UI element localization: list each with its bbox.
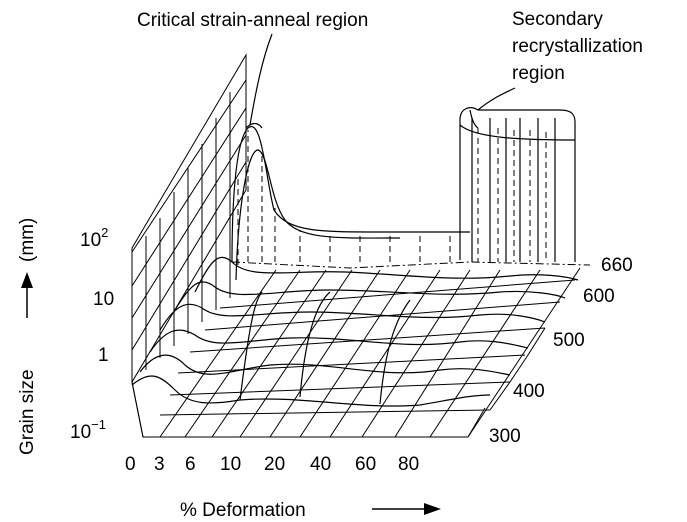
x-tick-labels: 0 3 6 10 20 40 60 80	[125, 454, 419, 475]
back-wall-grid	[131, 53, 247, 383]
y-tick-10e-1-exp: −1	[91, 417, 106, 432]
y-tick-10e-1: 10−1	[70, 417, 106, 443]
y-tick-10e2: 102	[80, 225, 108, 251]
x-axis-arrow	[372, 503, 441, 515]
x-axis-label: % Deformation	[180, 500, 306, 521]
temp-tick-400: 400	[513, 381, 545, 402]
secondary-block	[459, 107, 576, 262]
x-tick-60: 60	[355, 454, 376, 475]
x-tick-10: 10	[220, 454, 241, 475]
floor-grid	[131, 267, 581, 438]
surface-curves	[131, 256, 579, 407]
y-axis-label: Grain size	[17, 369, 38, 455]
y-axis-unit: (mm)	[17, 218, 38, 262]
critical-peak	[231, 122, 470, 281]
critical-leader-line	[249, 33, 273, 126]
x-tick-6: 6	[185, 454, 196, 475]
temperature-tick-labels: 300 400 500 600 660	[489, 255, 633, 447]
y-tick-1: 1	[98, 345, 109, 366]
reference-line-660	[231, 261, 591, 269]
secondary-annotation-line2: recrystallization	[512, 36, 643, 57]
x-tick-3: 3	[154, 454, 165, 475]
temp-tick-300: 300	[489, 426, 521, 447]
secondary-annotation-line3: region	[512, 63, 565, 84]
y-tick-10e-1-base: 10	[70, 422, 91, 443]
x-tick-0: 0	[125, 454, 136, 475]
temp-tick-660: 660	[601, 255, 633, 276]
y-tick-labels: 10−1 1 10 102	[70, 225, 114, 443]
y-tick-10: 10	[93, 289, 114, 310]
y-axis-arrow	[21, 272, 33, 318]
y-tick-10e2-base: 10	[80, 230, 101, 251]
x-tick-40: 40	[310, 454, 331, 475]
temp-tick-600: 600	[583, 286, 615, 307]
x-tick-20: 20	[264, 454, 285, 475]
x-tick-80: 80	[398, 454, 419, 475]
secondary-annotation-line1: Secondary	[512, 9, 603, 30]
critical-annotation: Critical strain-anneal region	[137, 10, 368, 31]
y-tick-10e2-exp: 2	[101, 225, 108, 240]
temp-tick-500: 500	[553, 330, 585, 351]
secondary-leader-line	[477, 87, 516, 111]
